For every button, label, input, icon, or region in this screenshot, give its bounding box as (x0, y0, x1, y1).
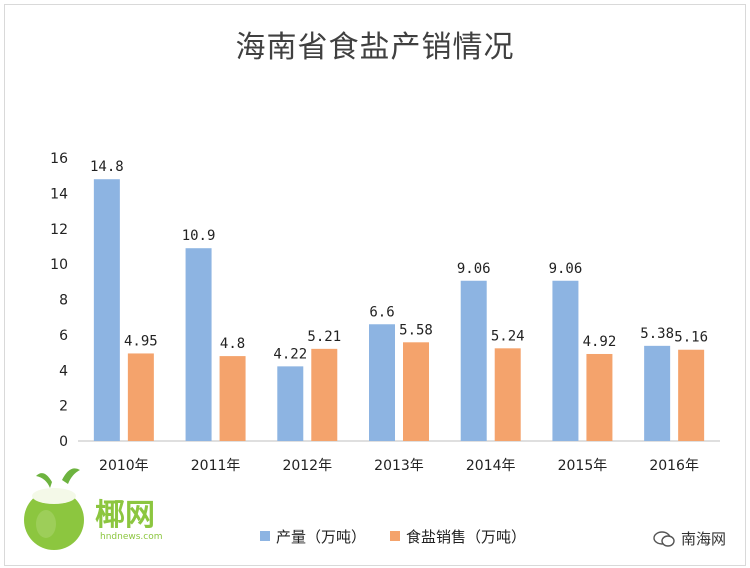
data-label: 5.24 (491, 328, 525, 344)
x-tick-label: 2016年 (649, 458, 699, 474)
bar-sales (494, 348, 521, 441)
logo-text: 椰网 (95, 498, 155, 533)
bar-sales (586, 353, 613, 441)
bar-sales (311, 348, 338, 441)
chart-title: 海南省食盐产销情况 (235, 30, 515, 65)
data-label: 4.8 (220, 336, 245, 352)
data-label: 5.38 (640, 326, 674, 342)
bar-production (277, 366, 304, 441)
bar-sales (403, 342, 429, 441)
wechat-icon (653, 530, 675, 547)
data-label: 9.06 (549, 261, 583, 277)
x-tick-label: 2010年 (99, 458, 149, 474)
watermark: 南海网 (653, 528, 726, 549)
legend-swatch-sales (390, 531, 401, 541)
bar-production (644, 345, 671, 441)
bar-sales (127, 353, 154, 441)
watermark-text: 南海网 (680, 530, 726, 548)
legend-swatch-production (260, 531, 270, 541)
bar-sales (219, 356, 246, 441)
data-label: 9.06 (457, 261, 491, 277)
y-tick-label: 0 (59, 434, 68, 450)
data-label: 10.9 (182, 228, 216, 244)
logo-url: hndnews.com (100, 532, 163, 542)
y-tick-label: 2 (59, 399, 68, 415)
data-label: 6.6 (369, 304, 394, 320)
y-tick-label: 10 (50, 257, 68, 273)
x-tick-label: 2012年 (282, 458, 332, 474)
bar-production (93, 179, 120, 441)
chart-legend: 产量（万吨） 食盐销售（万吨） (260, 526, 526, 546)
data-label: 4.22 (273, 346, 307, 362)
x-tick-label: 2015年 (558, 458, 608, 474)
data-label: 14.8 (90, 159, 124, 175)
y-tick-label: 16 (50, 151, 68, 167)
bar-sales (678, 349, 705, 441)
legend-item-production: 产量（万吨） (260, 526, 366, 547)
legend-label-production: 产量（万吨） (276, 527, 367, 546)
data-label: 5.16 (674, 330, 708, 346)
data-label: 4.95 (124, 333, 158, 349)
legend-item-sales: 食盐销售（万吨） (390, 526, 526, 547)
data-label: 5.58 (399, 322, 433, 338)
x-tick-label: 2014年 (466, 458, 516, 474)
bar-production (552, 280, 579, 441)
y-tick-label: 8 (59, 293, 68, 309)
y-tick-label: 14 (50, 186, 68, 202)
chart-frame (4, 4, 746, 566)
data-label: 5.21 (307, 329, 341, 345)
legend-label-sales: 食盐销售（万吨） (406, 527, 527, 546)
y-tick-label: 4 (59, 363, 68, 379)
coconut-logo (24, 468, 84, 550)
x-tick-label: 2011年 (191, 458, 241, 474)
y-tick-label: 12 (50, 222, 68, 238)
bar-production (185, 248, 212, 441)
data-label: 4.92 (583, 334, 617, 350)
bar-production (369, 324, 395, 441)
y-tick-label: 6 (59, 328, 68, 344)
x-tick-label: 2013年 (374, 458, 424, 474)
bar-production (460, 280, 487, 441)
